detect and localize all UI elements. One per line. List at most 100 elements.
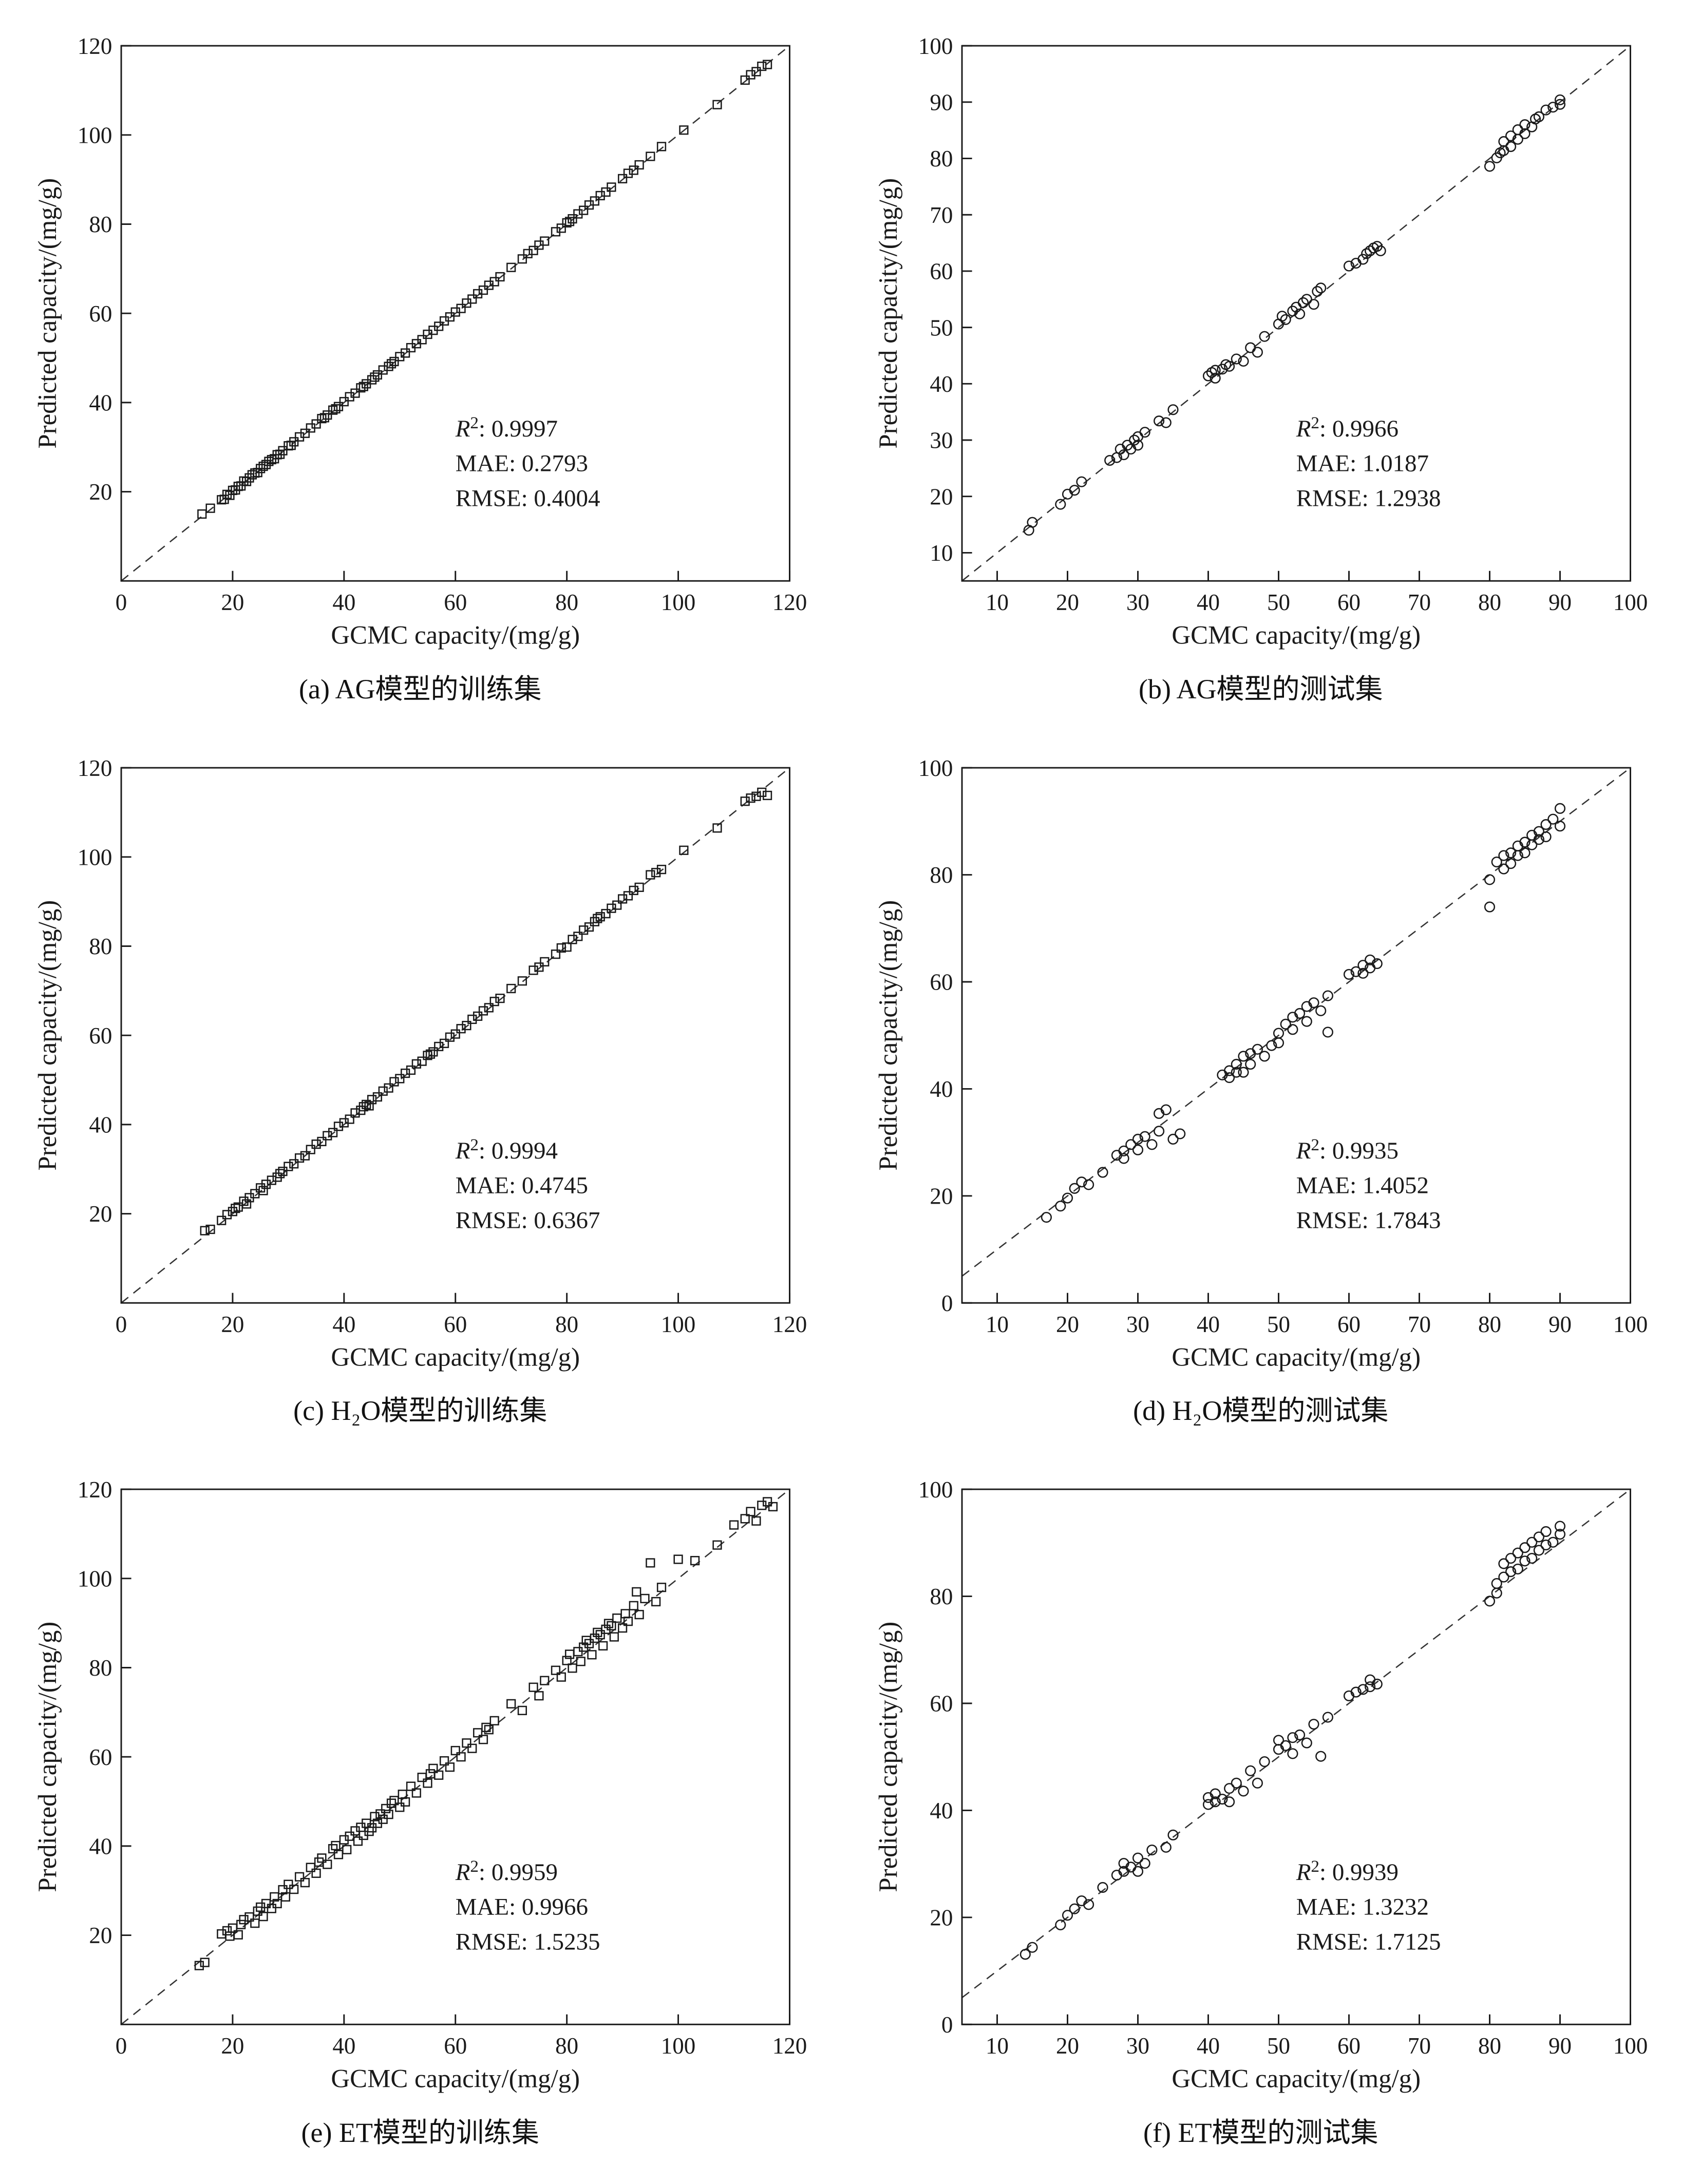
svg-text:100: 100 (661, 2033, 696, 2059)
svg-text:10: 10 (986, 1312, 1009, 1337)
svg-text:GCMC capacity/(mg/g): GCMC capacity/(mg/g) (1172, 621, 1421, 650)
svg-text:60: 60 (1337, 1312, 1360, 1337)
svg-text:20: 20 (930, 1183, 953, 1209)
svg-text:20: 20 (221, 590, 244, 615)
svg-text:50: 50 (1267, 590, 1290, 615)
svg-text:100: 100 (78, 844, 112, 870)
svg-text:70: 70 (1407, 2033, 1430, 2059)
svg-text:10: 10 (986, 590, 1009, 615)
svg-text:40: 40 (1197, 590, 1220, 615)
panel-b: 10 20 30 40 50 60 70 80 90 100 10 20 30 40 50 60 70 80 90 1… (869, 26, 1653, 707)
svg-text:RMSE: 1.7843: RMSE: 1.7843 (1296, 1207, 1441, 1233)
svg-text:20: 20 (221, 2033, 244, 2059)
svg-text:20: 20 (221, 1312, 244, 1337)
svg-text:10: 10 (986, 2033, 1009, 2059)
svg-text:0: 0 (941, 2012, 953, 2038)
svg-text:60: 60 (89, 1744, 112, 1770)
panel-f-caption: (f) ET模型的测试集 (1143, 2117, 1378, 2149)
svg-text:40: 40 (89, 390, 112, 416)
svg-text:Predicted capacity/(mg/g): Predicted capacity/(mg/g) (874, 900, 902, 1170)
svg-text:40: 40 (1197, 2033, 1220, 2059)
svg-text:RMSE: 0.4004: RMSE: 0.4004 (456, 485, 600, 511)
svg-text:120: 120 (772, 1312, 807, 1337)
svg-text:40: 40 (930, 1076, 953, 1102)
panel-f: 10 20 30 40 50 60 70 80 90 100 0 20 40 60 80 100 GCMC ca… (869, 1469, 1653, 2150)
svg-text:80: 80 (930, 1584, 953, 1610)
svg-text:30: 30 (1126, 590, 1149, 615)
svg-text:30: 30 (1126, 2033, 1149, 2059)
scatter-chart-c: 0 20 40 60 80 100 120 20 40 60 80 100 120 GCMC capaci… (33, 755, 807, 1372)
svg-text:50: 50 (1267, 2033, 1290, 2059)
svg-text:R2: 0.9997: R2: 0.9997 (455, 413, 558, 442)
svg-text:RMSE: 1.7125: RMSE: 1.7125 (1296, 1929, 1441, 1955)
svg-text:80: 80 (89, 934, 112, 959)
svg-text:120: 120 (772, 590, 807, 615)
svg-text:GCMC capacity/(mg/g): GCMC capacity/(mg/g) (331, 1343, 580, 1372)
svg-text:80: 80 (555, 2033, 578, 2059)
svg-text:80: 80 (930, 146, 953, 172)
svg-text:20: 20 (1056, 590, 1079, 615)
svg-text:RMSE: 1.2938: RMSE: 1.2938 (1296, 485, 1441, 511)
svg-text:GCMC capacity/(mg/g): GCMC capacity/(mg/g) (1172, 2065, 1421, 2094)
svg-text:MAE: 1.3232: MAE: 1.3232 (1296, 1894, 1428, 1921)
svg-text:Predicted capacity/(mg/g): Predicted capacity/(mg/g) (33, 900, 62, 1170)
svg-text:60: 60 (444, 2033, 467, 2059)
panel-a: 0 20 40 60 80 100 120 20 40 60 80 100 120 GCMC capaci… (28, 26, 813, 707)
svg-text:100: 100 (661, 1312, 696, 1337)
svg-text:60: 60 (930, 1691, 953, 1717)
svg-text:80: 80 (555, 1312, 578, 1337)
svg-text:100: 100 (78, 1566, 112, 1592)
svg-text:40: 40 (1197, 1312, 1220, 1337)
svg-text:Predicted capacity/(mg/g): Predicted capacity/(mg/g) (33, 178, 62, 449)
svg-text:40: 40 (89, 1112, 112, 1137)
svg-text:MAE: 1.4052: MAE: 1.4052 (1296, 1172, 1428, 1199)
svg-text:100: 100 (918, 33, 952, 59)
svg-text:40: 40 (930, 1798, 953, 1824)
svg-text:20: 20 (89, 1923, 112, 1949)
svg-text:70: 70 (1407, 590, 1430, 615)
panel-d-caption: (d) H₂O模型的测试集 (1133, 1395, 1389, 1427)
svg-text:Predicted capacity/(mg/g): Predicted capacity/(mg/g) (874, 178, 902, 449)
svg-text:90: 90 (1548, 590, 1571, 615)
svg-text:80: 80 (555, 590, 578, 615)
svg-text:90: 90 (1548, 1312, 1571, 1337)
svg-text:70: 70 (930, 202, 953, 228)
svg-text:40: 40 (89, 1834, 112, 1859)
panel-b-caption: (b) AG模型的测试集 (1139, 673, 1383, 705)
svg-text:R2: 0.9935: R2: 0.9935 (1295, 1135, 1398, 1164)
svg-text:MAE: 1.0187: MAE: 1.0187 (1296, 450, 1428, 477)
svg-text:20: 20 (930, 484, 953, 509)
svg-text:80: 80 (1478, 590, 1501, 615)
svg-text:40: 40 (332, 590, 355, 615)
scatter-chart-d: 10 20 30 40 50 60 70 80 90 100 0 20 40 60 80 100 GCMC ca… (874, 755, 1647, 1372)
svg-text:RMSE: 0.6367: RMSE: 0.6367 (456, 1207, 600, 1233)
svg-text:120: 120 (78, 1477, 112, 1503)
svg-text:100: 100 (78, 122, 112, 148)
panel-c-caption: (c) H₂O模型的训练集 (293, 1395, 547, 1427)
svg-text:60: 60 (930, 259, 953, 284)
svg-text:60: 60 (444, 1312, 467, 1337)
panel-d: 10 20 30 40 50 60 70 80 90 100 0 20 40 60 80 100 GCMC ca… (869, 748, 1653, 1429)
svg-text:Predicted capacity/(mg/g): Predicted capacity/(mg/g) (33, 1622, 62, 1892)
svg-text:70: 70 (1407, 1312, 1430, 1337)
svg-text:100: 100 (918, 755, 952, 781)
svg-text:90: 90 (930, 89, 953, 115)
svg-text:10: 10 (930, 540, 953, 566)
svg-text:0: 0 (116, 1312, 127, 1337)
svg-text:40: 40 (930, 371, 953, 397)
svg-text:120: 120 (78, 755, 112, 781)
svg-text:100: 100 (918, 1477, 952, 1503)
svg-text:50: 50 (1267, 1312, 1290, 1337)
svg-text:100: 100 (1613, 2033, 1648, 2059)
svg-text:R2: 0.9966: R2: 0.9966 (1295, 413, 1398, 442)
svg-text:60: 60 (1337, 2033, 1360, 2059)
panel-c: 0 20 40 60 80 100 120 20 40 60 80 100 120 GCMC capaci… (28, 748, 813, 1429)
svg-text:MAE: 0.2793: MAE: 0.2793 (456, 450, 588, 477)
panel-e-caption: (e) ET模型的训练集 (301, 2117, 539, 2149)
svg-text:0: 0 (116, 2033, 127, 2059)
svg-text:60: 60 (930, 969, 953, 995)
svg-text:60: 60 (444, 590, 467, 615)
svg-text:80: 80 (930, 862, 953, 888)
scatter-chart-a: 0 20 40 60 80 100 120 20 40 60 80 100 120 GCMC capaci… (33, 33, 807, 650)
